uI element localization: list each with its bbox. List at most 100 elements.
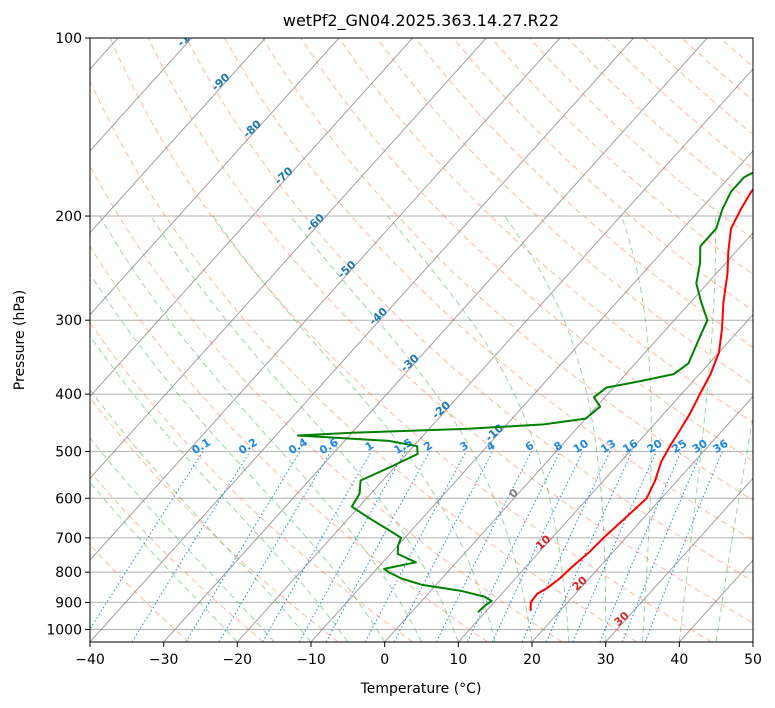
- isotherm-line: [678, 559, 753, 642]
- y-tick-label: 900: [55, 595, 82, 611]
- mixing-ratio-line: [262, 451, 372, 642]
- x-tick-label: 50: [744, 652, 762, 668]
- dry-adiabat: [567, 38, 753, 205]
- mixing-ratio-label: 25: [669, 437, 689, 456]
- isotherm-line: [90, 38, 266, 234]
- isotherm-line: [310, 150, 753, 642]
- x-axis-label: Temperature (°C): [360, 681, 482, 697]
- moist-adiabats: [90, 215, 753, 642]
- isotherm-line: [90, 38, 487, 480]
- moist-adiabat: [90, 272, 386, 642]
- temperature-trace: [529, 187, 753, 611]
- isotherm-label: -100: [175, 21, 204, 49]
- isotherm-label: -60: [304, 211, 328, 234]
- y-tick-label: 500: [55, 444, 82, 460]
- x-tick-label: −30: [149, 652, 179, 668]
- dry-adiabat: [90, 470, 264, 642]
- sounding-series: [296, 171, 753, 613]
- mixing-ratio-line: [90, 451, 204, 630]
- mixing-ratio-line: [185, 451, 301, 642]
- isotherm-label: -90: [209, 70, 233, 93]
- y-tick-label: 800: [55, 565, 82, 581]
- mixing-ratio-label: 16: [620, 437, 640, 456]
- y-tick-label: 300: [55, 313, 82, 329]
- dry-adiabat: [90, 544, 190, 642]
- x-tick-label: −10: [296, 652, 326, 668]
- x-tick-label: 30: [597, 652, 615, 668]
- mixing-ratio-line: [644, 451, 723, 642]
- mixing-ratio-line: [131, 451, 251, 642]
- isotherm-label: 20: [570, 573, 590, 593]
- isotherm-line: [90, 38, 340, 316]
- mixing-ratio-line: [325, 451, 431, 642]
- chart-title: wetPf2_GN04.2025.363.14.27.R22: [283, 11, 559, 31]
- dry-adiabat: [414, 38, 753, 348]
- dry-adiabat: [224, 38, 753, 541]
- x-tick-label: 0: [380, 652, 389, 668]
- moist-adiabat: [715, 414, 753, 642]
- y-axis-ticks: 100 200 300 400 500 600 700 800 900 1000: [46, 31, 90, 638]
- dry-adiabat: [719, 38, 753, 68]
- x-tick-label: 40: [670, 652, 688, 668]
- y-tick-label: 100: [55, 31, 82, 47]
- skewed-isotherms: [90, 38, 753, 642]
- moist-adiabat: [90, 481, 238, 642]
- isotherm-line: [90, 38, 634, 642]
- moist-adiabat: [150, 215, 459, 642]
- moist-adiabat: [90, 437, 275, 642]
- isotherm-line: [457, 313, 753, 642]
- dry-adiabats: [90, 38, 753, 642]
- isotherm-label: -40: [367, 305, 391, 328]
- moist-adiabat: [678, 215, 717, 642]
- x-tick-label: 20: [523, 652, 541, 668]
- x-tick-label: −20: [223, 652, 253, 668]
- isotherm-line: [531, 395, 753, 642]
- mixing-ratio-label: 0.4: [286, 436, 310, 458]
- pressure-gridlines: [90, 38, 753, 630]
- y-axis-label: Pressure (hPa): [12, 290, 28, 390]
- mixing-ratio-line: [435, 451, 532, 642]
- mixing-ratio-label: 0.2: [236, 436, 259, 457]
- dry-adiabat: [376, 38, 753, 386]
- mixing-ratio-label: 10: [571, 437, 591, 456]
- dry-adiabat: [529, 38, 753, 240]
- mixing-ratio-line: [599, 451, 682, 642]
- mixing-ratio-labels: 0.1 0.2 0.4 0.6 1 1.5 2 3 4 6 8 10 13 16 20 25 30 36: [190, 436, 731, 458]
- dry-adiabat: [109, 38, 712, 642]
- moist-adiabat: [90, 388, 312, 642]
- y-tick-label: 600: [55, 491, 82, 507]
- isotherm-label: -70: [272, 164, 296, 187]
- isotherm-label: -50: [335, 258, 359, 281]
- dry-adiabat: [605, 38, 753, 170]
- moist-adiabat: [99, 215, 422, 642]
- isotherm-label: -80: [241, 117, 265, 140]
- mixing-ratio-label: 30: [690, 437, 710, 456]
- isotherm-label: -20: [430, 398, 454, 421]
- isotherm-line: [90, 38, 192, 152]
- isotherm-label: 40: [657, 640, 677, 660]
- plot-frame: [89, 37, 754, 643]
- dry-adiabat: [90, 165, 563, 642]
- isotherm-line: [90, 38, 561, 561]
- x-tick-label: −40: [75, 652, 105, 668]
- y-tick-label: 400: [55, 387, 82, 403]
- y-tick-label: 1000: [46, 622, 82, 638]
- mixing-ratio-line: [621, 451, 703, 642]
- mixing-ratio-line: [364, 451, 467, 642]
- dry-adiabat: [147, 38, 753, 624]
- dry-adiabat: [90, 245, 488, 642]
- plot-area: -100-90-80-70-60-50-40-30-20-10010203040…: [90, 21, 753, 660]
- dry-adiabat: [643, 38, 753, 135]
- isotherm-label: 10: [533, 532, 553, 552]
- dry-adiabat: [90, 322, 414, 642]
- isotherm-line: [384, 231, 753, 642]
- mixing-ratio-line: [393, 451, 494, 642]
- x-axis-ticks: −40 −30 −20 −10 0 10 20 30 40 50: [75, 642, 762, 668]
- mixing-ratio-lines: [90, 451, 723, 642]
- mixing-ratio-label: 0.1: [190, 436, 213, 457]
- x-tick-label: 10: [449, 652, 467, 668]
- mixing-ratio-line: [298, 451, 406, 642]
- moist-adiabat: [90, 334, 349, 642]
